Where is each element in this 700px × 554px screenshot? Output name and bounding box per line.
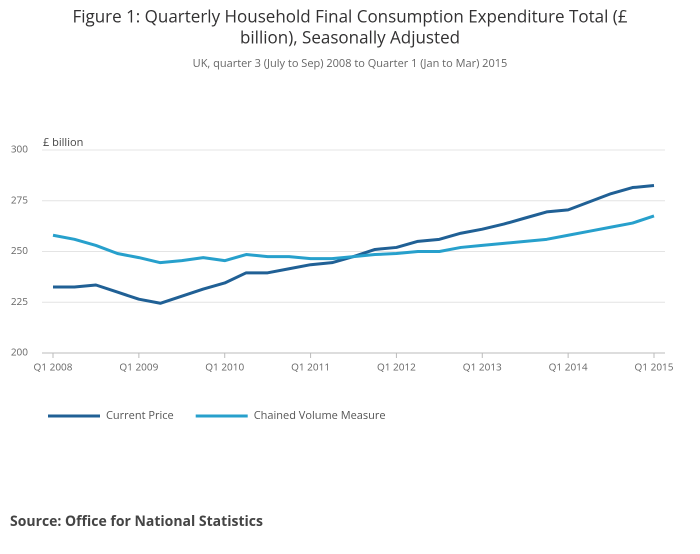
y-tick-label: 300 xyxy=(11,142,28,156)
y-tick-label: 275 xyxy=(11,192,28,206)
x-tick-label: Q1 2011 xyxy=(291,360,330,374)
y-tick-label: 250 xyxy=(11,243,28,257)
source: Source: Office for National Statistics xyxy=(10,512,263,531)
x-tick-label: Q1 2008 xyxy=(34,360,73,374)
series-line xyxy=(52,214,655,265)
x-tick-label: Q1 2010 xyxy=(205,360,244,374)
x-tick-label: Q1 2012 xyxy=(377,360,416,374)
x-tick-label: Q1 2015 xyxy=(635,360,674,374)
y-tick-label: 225 xyxy=(11,294,28,308)
chart-subtitle: UK, quarter 3 (July to Sep) 2008 to Quar… xyxy=(193,56,508,71)
legend-label: Current Price xyxy=(106,408,174,423)
y-tick-label: 200 xyxy=(11,345,28,359)
x-tick-label: Q1 2014 xyxy=(549,360,588,374)
series-line xyxy=(53,184,655,305)
y-axis-label: £ billion xyxy=(43,135,83,150)
legend-label: Chained Volume Measure xyxy=(254,408,386,423)
chart-title-line2: billion), Seasonally Adjusted xyxy=(240,26,460,49)
x-tick-label: Q1 2013 xyxy=(463,360,502,374)
chart-title: Figure 1: Quarterly Household Final Cons… xyxy=(72,5,627,28)
x-tick-label: Q1 2009 xyxy=(119,360,158,374)
